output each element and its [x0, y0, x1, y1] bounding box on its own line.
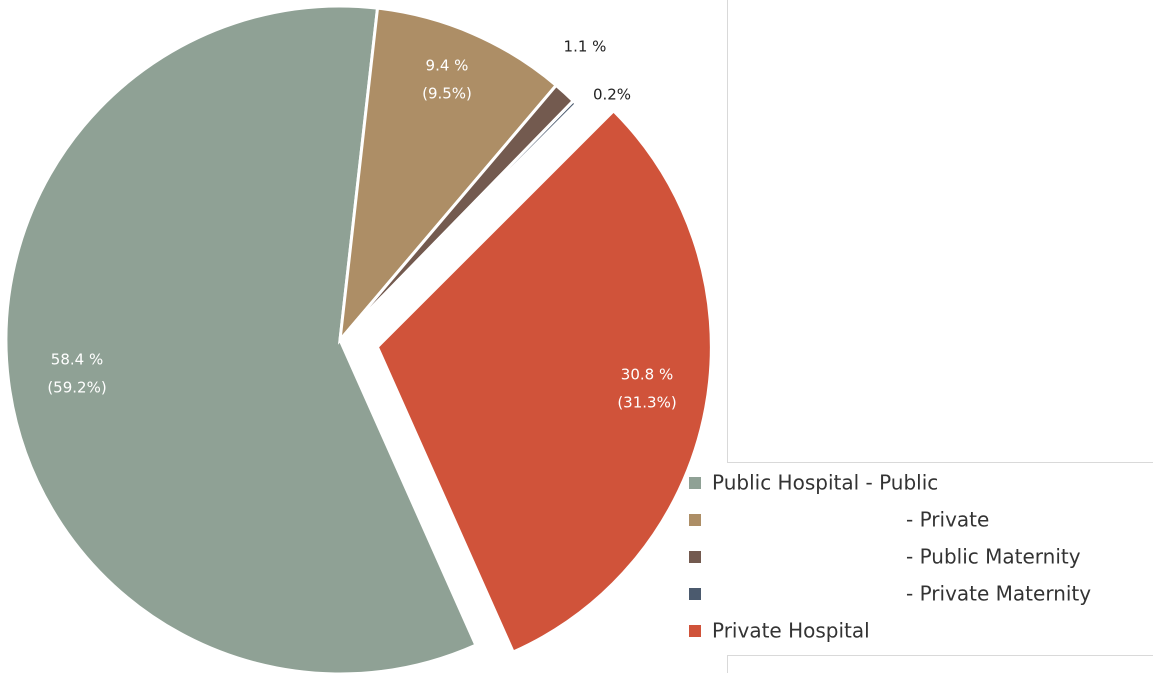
legend-swatch: [689, 551, 701, 563]
data-label: 0.2%: [593, 86, 631, 104]
legend-swatch: [689, 514, 701, 526]
data-label: 9.4 %: [426, 57, 469, 75]
legend-swatch: [689, 477, 701, 489]
legend-label: - Private Maternity: [906, 582, 1091, 606]
legend-swatch: [689, 588, 701, 600]
legend-swatch: [689, 625, 701, 637]
legend-label: Public Hospital - Public: [712, 471, 938, 495]
pie-slice: [375, 108, 713, 655]
legend-label: - Public Maternity: [906, 545, 1081, 569]
data-label: 1.1 %: [564, 38, 607, 56]
legend-label: Private Hospital: [712, 619, 870, 643]
data-sublabel: (31.3%): [617, 394, 676, 412]
legend-label: - Private: [906, 508, 989, 532]
data-sublabel: (59.2%): [47, 379, 106, 397]
pie-slice: [337, 6, 559, 345]
data-label: 58.4 %: [51, 351, 103, 369]
pie-slice: [338, 98, 579, 342]
data-label: 30.8 %: [621, 366, 673, 384]
data-sublabel: (9.5%): [422, 85, 472, 103]
